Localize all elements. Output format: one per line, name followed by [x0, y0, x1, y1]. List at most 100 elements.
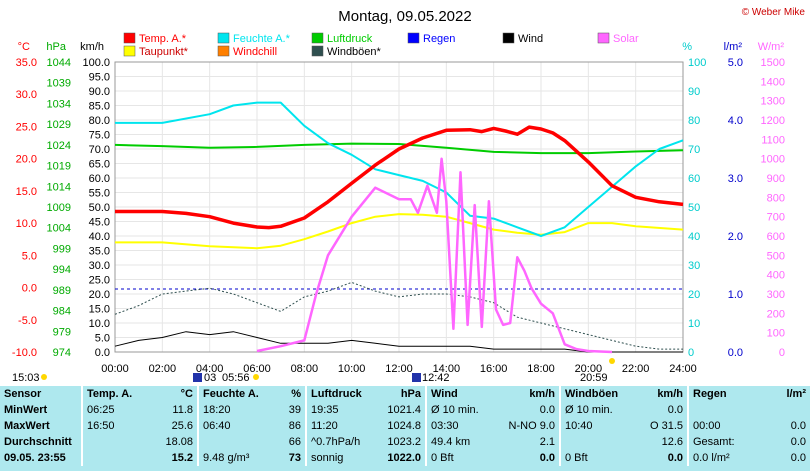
table-cell: 19:35	[305, 402, 374, 418]
series-line-luftdruck	[114, 142, 684, 155]
legend-swatch	[311, 32, 324, 44]
legend-swatch	[597, 32, 610, 44]
temp-tick-label: -5.0	[18, 315, 37, 327]
humidity-tick-label: 90	[688, 86, 700, 98]
x-tick-label: 12:00	[385, 363, 413, 375]
table-cell: 10:40	[559, 418, 628, 434]
wind-tick-label: 90.0	[89, 86, 110, 98]
wind-tick-label: 85.0	[89, 101, 110, 113]
rain-tick-label: 3.0	[728, 173, 743, 185]
pressure-tick-label: 1024	[47, 140, 71, 152]
sunrise-marker-label: 03	[204, 372, 216, 384]
x-tick-label: 10:00	[338, 363, 366, 375]
sun-icon	[41, 374, 47, 380]
table-cell: 0.0	[667, 452, 683, 464]
solar-tick-label: 500	[767, 250, 785, 262]
summary-table: Sensor Temp. A. °C Feuchte A.% Luftdruck hPa W…	[0, 386, 810, 471]
grid	[114, 61, 684, 353]
solar-tick-label: 600	[767, 231, 785, 243]
table-cell: 1023.2	[387, 436, 421, 448]
table-cell: 0 Bft	[425, 450, 494, 466]
table-cell: Ø 10 min.	[559, 402, 628, 418]
table-cell: 1021.4	[387, 404, 421, 416]
wind-tick-label: 60.0	[89, 173, 110, 185]
solar-tick-label: 100	[767, 328, 785, 340]
wind-tick-label: 70.0	[89, 144, 110, 156]
wind-tick-label: 35.0	[89, 246, 110, 258]
humidity-tick-label: 40	[688, 231, 700, 243]
sunset-time-label: 20:59	[580, 372, 608, 384]
series-line-tempa	[115, 125, 684, 230]
x-tick-label: 20:00	[575, 363, 603, 375]
table-cell: 66	[288, 436, 301, 448]
table-cell: Windböen	[559, 386, 628, 402]
table-cell: O 31.5	[649, 420, 683, 432]
sun-icon	[253, 374, 259, 380]
sunrise-time-label: 05:56	[222, 372, 250, 384]
x-tick-label: 18:00	[527, 363, 555, 375]
solar-tick-label: 1200	[761, 115, 785, 127]
legend: Temp. A.* Feuchte A.* Luftdruck Regen Wind So…	[123, 32, 639, 58]
table-cell: 49.4 km	[425, 434, 494, 450]
solar-tick-label: 1400	[761, 76, 785, 88]
table-cell: 0.0 l/m²	[687, 450, 738, 466]
table-cell	[197, 434, 260, 450]
table-cell: l/m²	[786, 388, 806, 400]
series-line-taupunkt	[115, 213, 684, 250]
table-cell: 18.08	[165, 436, 193, 448]
pressure-tick-label: 989	[53, 285, 71, 297]
temp-tick-label: 5.0	[22, 250, 37, 262]
table-cell	[738, 402, 810, 418]
legend-label: Taupunkt*	[139, 46, 189, 58]
table-cell: Wind	[425, 386, 494, 402]
table-cell: 03:30	[425, 418, 494, 434]
table-cell: Ø 10 min.	[425, 402, 494, 418]
table-row: Durchschnitt 18.08 66 ^0.7hPa/h 1023.2 49.4 k…	[0, 434, 810, 450]
table-cell: 73	[288, 452, 301, 464]
table-cell: MaxWert	[4, 420, 50, 432]
solar-tick-label: 1500	[761, 57, 785, 69]
sunrise-icon	[193, 373, 202, 382]
noon-time-label: 12:42	[422, 372, 450, 384]
temp-axis-unit: °C	[18, 41, 30, 53]
noon-icon	[412, 373, 421, 382]
temp-tick-label: 10.0	[16, 218, 37, 230]
x-tick-label: 04:00	[196, 363, 224, 375]
table-cell: 06:25	[81, 402, 146, 418]
table-cell: 9.48 g/m³	[197, 450, 260, 466]
humidity-tick-label: 20	[688, 289, 700, 301]
table-cell: 0.0	[539, 404, 555, 416]
table-cell	[559, 434, 628, 450]
sun-time-label: 15:03	[12, 372, 40, 384]
pressure-tick-label: 974	[53, 347, 71, 359]
table-cell	[81, 434, 146, 450]
table-cell: 0.0	[790, 452, 806, 464]
wind-tick-label: 15.0	[89, 304, 110, 316]
sun-events: 15:03 03 05:56 12:42 20:59	[12, 358, 615, 384]
table-cell: sonnig	[305, 450, 374, 466]
wind-tick-label: 100.0	[82, 57, 110, 69]
table-cell: °C	[180, 388, 193, 400]
legend-label: Wind	[518, 33, 543, 45]
x-tick-label: 08:00	[291, 363, 319, 375]
solar-tick-label: 1000	[761, 154, 785, 166]
wind-tick-label: 25.0	[89, 275, 110, 287]
wind-tick-label: 20.0	[89, 289, 110, 301]
wind-axis-unit: km/h	[80, 41, 104, 53]
humidity-tick-label: 60	[688, 173, 700, 185]
humidity-tick-label: 0	[688, 347, 694, 359]
table-cell: km/h	[657, 388, 683, 400]
table-cell: 2.1	[539, 436, 555, 448]
temp-tick-label: 15.0	[16, 186, 37, 198]
legend-swatch	[407, 32, 420, 44]
table-cell: %	[291, 388, 301, 400]
table-row: MinWert 06:25 11.8 18:20 39 19:35 1021.4 Ø 10 m…	[0, 402, 810, 418]
pressure-tick-label: 1019	[47, 161, 71, 173]
table-cell: 12.6	[661, 436, 683, 448]
solar-tick-label: 800	[767, 192, 785, 204]
solar-tick-label: 700	[767, 212, 785, 224]
table-cell: 18:20	[197, 402, 260, 418]
solar-tick-label: 1300	[761, 96, 785, 108]
table-cell: hPa	[400, 388, 421, 400]
pressure-tick-label: 1044	[47, 57, 71, 69]
